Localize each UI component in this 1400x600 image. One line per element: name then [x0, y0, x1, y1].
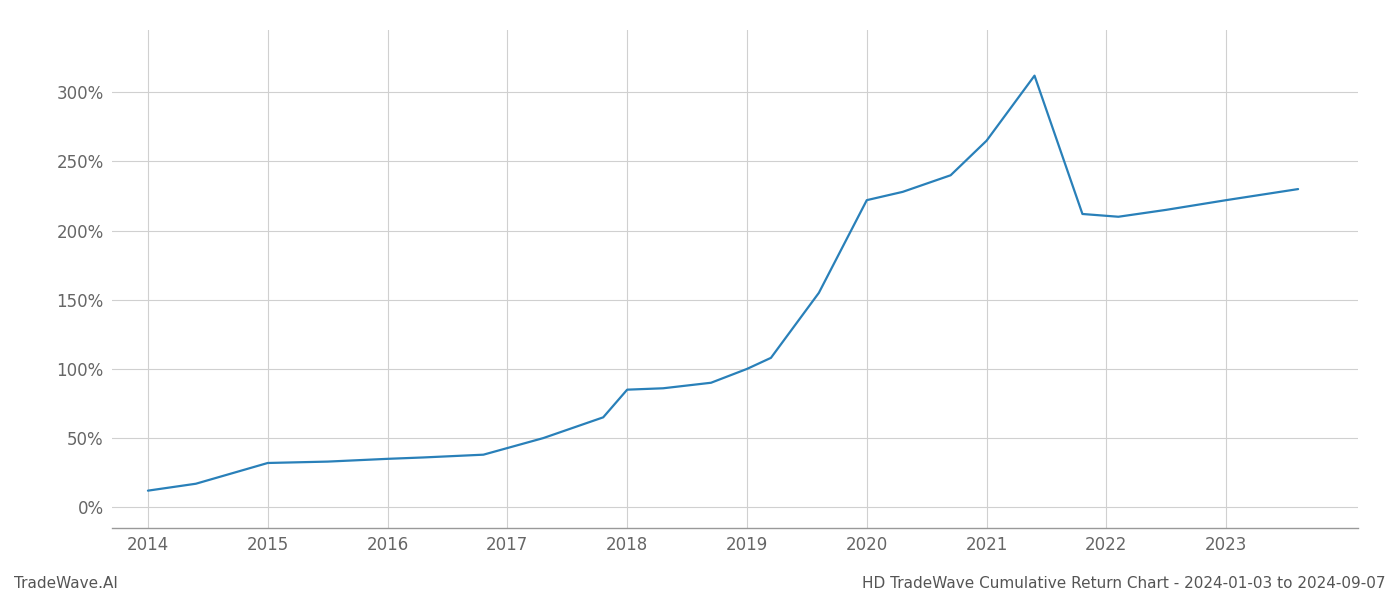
Text: HD TradeWave Cumulative Return Chart - 2024-01-03 to 2024-09-07: HD TradeWave Cumulative Return Chart - 2… [862, 576, 1386, 591]
Text: TradeWave.AI: TradeWave.AI [14, 576, 118, 591]
